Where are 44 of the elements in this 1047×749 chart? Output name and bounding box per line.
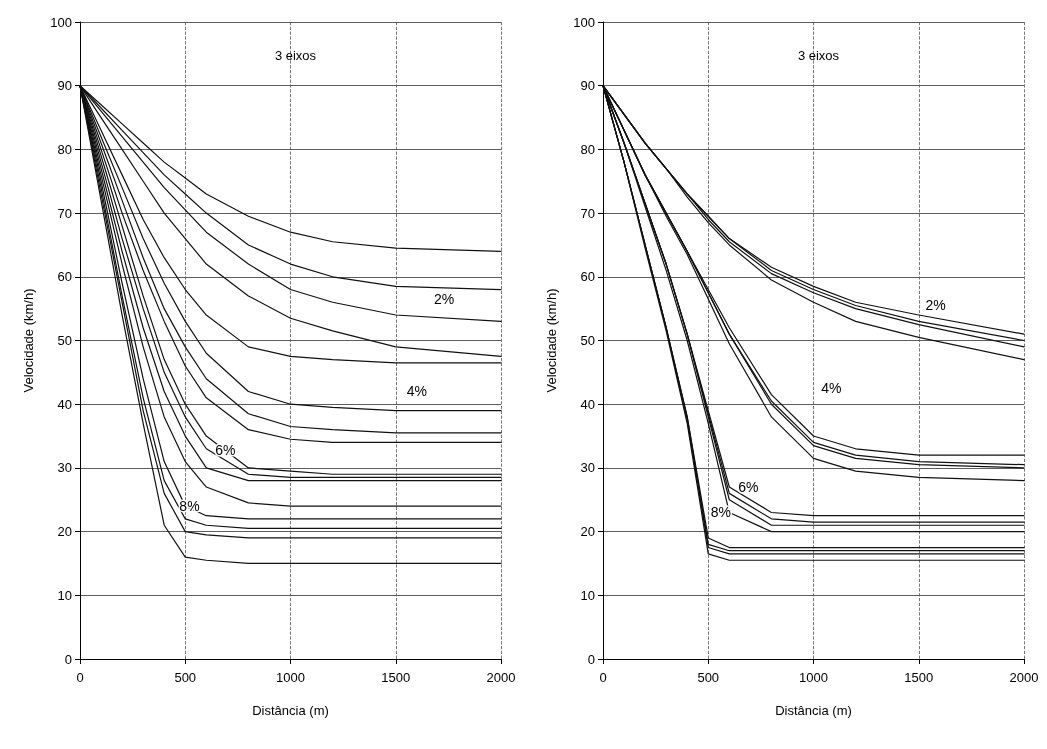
y-tick-label: 40 bbox=[57, 396, 72, 412]
y-tick-label: 30 bbox=[580, 460, 595, 476]
y-tick-label: 30 bbox=[57, 460, 72, 476]
y-tick-label: 100 bbox=[50, 14, 72, 30]
y-tick-label: 90 bbox=[57, 78, 72, 94]
y-axis-title: Velocidade (km/h) bbox=[21, 288, 36, 393]
x-tick-label: 500 bbox=[174, 670, 197, 685]
text: 3 eixos bbox=[797, 48, 840, 63]
y-tick-label: 0 bbox=[64, 651, 72, 667]
y-tick-label: 40 bbox=[580, 396, 595, 412]
y-tick-label: 10 bbox=[580, 587, 595, 603]
annotation: 2% bbox=[925, 297, 946, 314]
annotation: 6% bbox=[738, 479, 759, 496]
y-tick-label: 60 bbox=[580, 269, 595, 285]
x-tick-label: 2000 bbox=[1009, 670, 1039, 685]
y-tick-label: 20 bbox=[57, 524, 72, 540]
x-axis-title: Distância (m) bbox=[252, 703, 329, 718]
y-tick-label: 70 bbox=[580, 205, 595, 221]
y-tick-label: 80 bbox=[580, 141, 595, 157]
y-axis-title: Velocidade (km/h) bbox=[544, 288, 559, 393]
x-tick-label: 1000 bbox=[799, 670, 828, 685]
y-tick-label: 100 bbox=[573, 14, 595, 30]
annotation: 2% bbox=[434, 291, 455, 308]
x-tick-label: 0 bbox=[599, 670, 607, 685]
x-axis-title: Distância (m) bbox=[775, 703, 852, 718]
annotation: 8% bbox=[710, 504, 731, 521]
y-tick-label: 70 bbox=[57, 205, 72, 221]
y-tick-label: 50 bbox=[580, 333, 595, 348]
x-tick-label: 1000 bbox=[276, 670, 305, 685]
annotation: 4% bbox=[406, 383, 427, 400]
y-tick-label: 20 bbox=[580, 524, 595, 540]
x-tick-label: 0 bbox=[76, 670, 84, 685]
x-tick-label: 500 bbox=[697, 670, 720, 685]
x-tick-label: 1500 bbox=[904, 670, 934, 685]
y-tick-label: 0 bbox=[587, 651, 595, 667]
x-tick-label: 1500 bbox=[381, 670, 411, 685]
y-tick-label: 80 bbox=[57, 141, 72, 157]
x-tick-label: 2000 bbox=[486, 670, 516, 685]
y-tick-label: 60 bbox=[57, 269, 72, 285]
annotation: 4% bbox=[821, 380, 842, 397]
y-tick-label: 50 bbox=[57, 333, 72, 348]
text: 3 eixos bbox=[274, 48, 317, 63]
y-tick-label: 10 bbox=[57, 587, 72, 603]
y-tick-label: 90 bbox=[580, 78, 595, 94]
